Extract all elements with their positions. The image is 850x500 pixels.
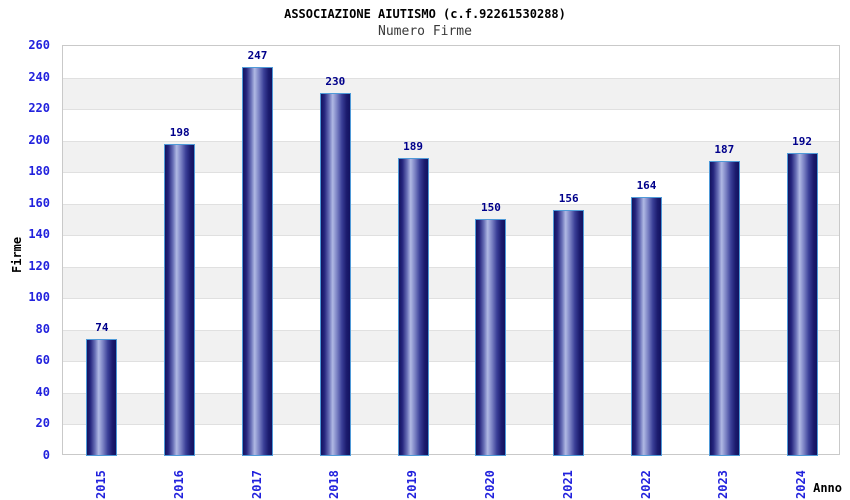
bar-value-label: 74 bbox=[95, 321, 109, 335]
x-tick-label: 2021 bbox=[560, 470, 575, 499]
x-tick-label: 2024 bbox=[794, 470, 809, 499]
bar-2017 bbox=[242, 66, 273, 456]
bar-2019 bbox=[397, 157, 429, 456]
bar-value-label: 189 bbox=[403, 139, 424, 153]
bar-value-label: 192 bbox=[792, 135, 813, 149]
x-tick-label: 2018 bbox=[327, 470, 342, 499]
bar-value-label: 164 bbox=[636, 179, 657, 193]
y-tick-label: 100 bbox=[28, 290, 50, 305]
gridline bbox=[63, 235, 839, 237]
bar-2022 bbox=[631, 197, 662, 456]
gridline bbox=[63, 424, 839, 426]
chart-subtitle: Numero Firme bbox=[378, 24, 472, 39]
x-tick-label: 2022 bbox=[638, 470, 653, 499]
background-band bbox=[63, 77, 839, 110]
gridline bbox=[63, 361, 839, 363]
gridline bbox=[63, 109, 839, 111]
gridline bbox=[63, 298, 839, 300]
bar-value-label: 198 bbox=[169, 125, 190, 139]
x-axis-title: Anno bbox=[813, 481, 842, 495]
x-tick-label: 2017 bbox=[249, 470, 264, 499]
chart-title: ASSOCIAZIONE AIUTISMO (c.f.92261530288) bbox=[284, 7, 566, 21]
bar-2015 bbox=[86, 339, 118, 456]
bar-value-label: 247 bbox=[247, 48, 268, 62]
bar-value-label: 156 bbox=[558, 192, 579, 205]
x-tick-label: 2020 bbox=[482, 470, 497, 499]
gridline bbox=[63, 140, 839, 142]
bar-value-label: 230 bbox=[325, 75, 346, 89]
y-tick-label: 140 bbox=[28, 227, 50, 242]
x-tick-label: 2015 bbox=[93, 470, 108, 499]
gridline bbox=[63, 77, 839, 79]
y-tick-label: 180 bbox=[28, 164, 50, 179]
plot-area: 74 198 247 230 189 150 156 164 187 192 bbox=[62, 45, 840, 456]
y-tick-label: 80 bbox=[35, 321, 50, 336]
bar-2016 bbox=[164, 143, 196, 456]
y-tick-label: 200 bbox=[28, 132, 50, 147]
gridline bbox=[63, 172, 839, 174]
y-tick-label: 220 bbox=[28, 101, 50, 116]
y-tick-label: 20 bbox=[35, 416, 50, 431]
y-tick-label: 260 bbox=[28, 38, 50, 52]
y-tick-label: 0 bbox=[42, 448, 50, 462]
bar-value-label: 187 bbox=[714, 143, 735, 157]
x-tick-label: 2019 bbox=[405, 470, 420, 499]
gridline bbox=[63, 392, 839, 394]
bar-2021 bbox=[553, 210, 585, 456]
y-tick-label: 160 bbox=[28, 195, 50, 210]
y-tick-label: 120 bbox=[28, 258, 50, 273]
x-tick-label: 2016 bbox=[171, 470, 186, 499]
bar-2018 bbox=[319, 93, 351, 456]
gridline bbox=[63, 203, 839, 205]
bar-2020 bbox=[475, 219, 507, 456]
gridline bbox=[63, 266, 839, 268]
y-tick-label: 60 bbox=[35, 353, 50, 368]
gridline bbox=[63, 329, 839, 331]
x-tick-label: 2023 bbox=[716, 470, 731, 499]
bar-2023 bbox=[708, 161, 740, 456]
bar-value-label: 150 bbox=[480, 201, 501, 215]
y-tick-label: 40 bbox=[35, 384, 50, 399]
bar-2024 bbox=[786, 153, 818, 456]
y-tick-label: 240 bbox=[28, 69, 50, 84]
